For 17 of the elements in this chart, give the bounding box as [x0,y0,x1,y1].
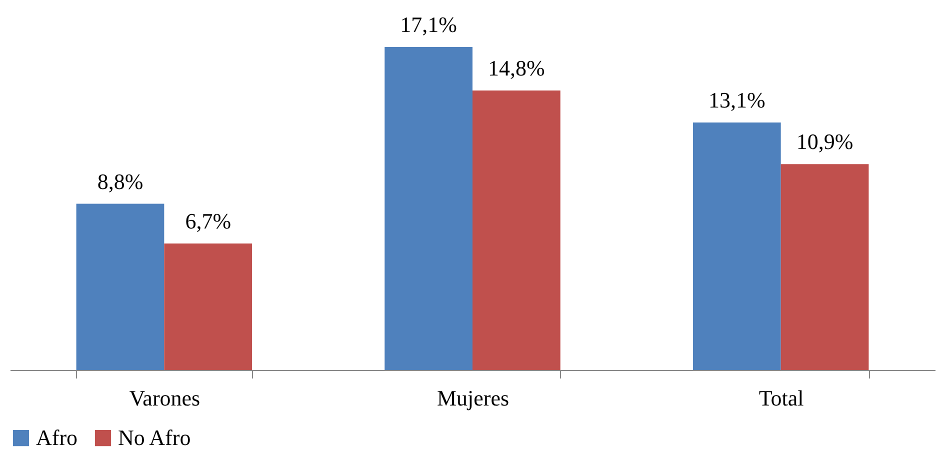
legend-label: Afro [36,425,78,450]
data-label: 17,1% [400,12,457,37]
data-label: 13,1% [708,88,766,113]
legend-label: No Afro [118,425,191,450]
x-tick-label: Total [758,386,804,410]
data-label: 6,7% [185,208,232,234]
bar [384,47,472,370]
x-tick-label: Varones [129,386,200,410]
data-label: 10,9% [796,129,854,154]
bar [164,243,252,370]
bar [76,204,164,370]
bar [472,90,560,370]
bar [692,122,781,370]
x-tick-label: Mujeres [436,386,510,410]
bar [780,164,869,370]
data-label: 8,8% [97,168,144,194]
data-label: 14,8% [488,55,545,80]
